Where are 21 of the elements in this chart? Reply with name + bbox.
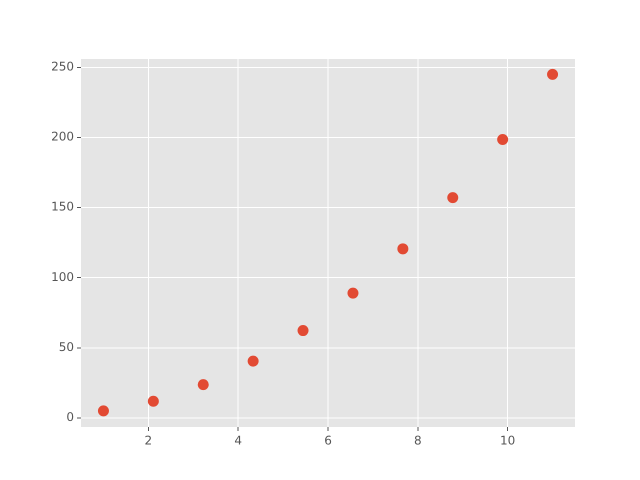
x-tick-label: 2	[144, 433, 152, 448]
point	[298, 325, 309, 336]
y-tick-label: 50	[58, 340, 74, 354]
point	[497, 134, 508, 145]
point	[447, 192, 458, 204]
point	[248, 356, 259, 367]
point	[198, 379, 209, 390]
point	[148, 396, 159, 407]
point	[98, 405, 109, 416]
y-tick-label: 0	[66, 410, 74, 424]
y-tick-label: 200	[51, 130, 74, 144]
y-tick-label: 250	[51, 60, 74, 74]
x-tick-label: 8	[414, 433, 422, 448]
y-tick-label: 100	[51, 270, 74, 284]
point	[347, 288, 358, 299]
point	[397, 243, 408, 254]
y-tick-label: 150	[51, 200, 74, 214]
point	[547, 68, 558, 80]
x-tick-label: 10	[500, 433, 516, 448]
x-tick-label: 4	[234, 433, 242, 448]
x-tick-label: 6	[324, 433, 332, 448]
